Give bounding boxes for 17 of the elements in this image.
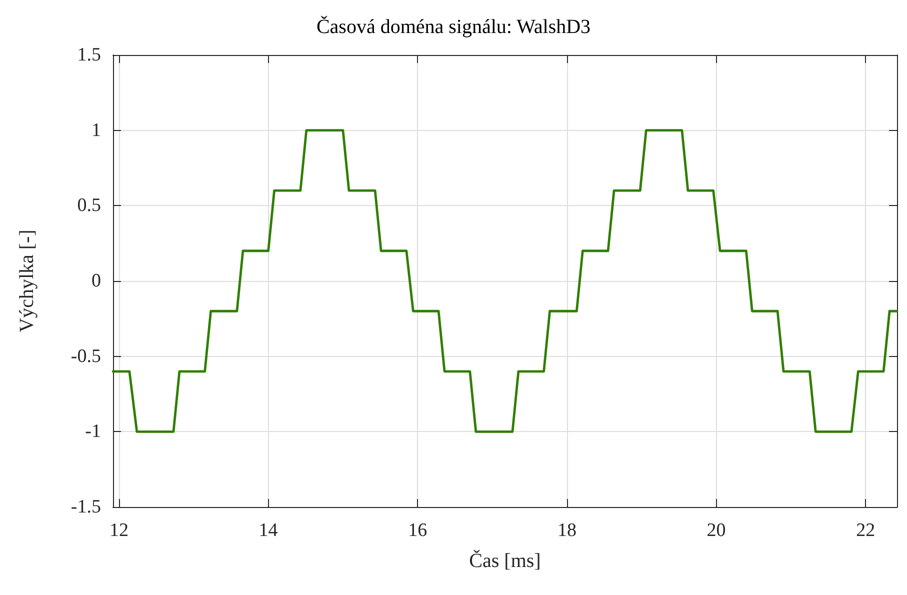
y-tick-label: -1 <box>85 421 101 442</box>
y-tick-label: 1.5 <box>77 44 101 66</box>
y-tick-label: 0.5 <box>77 195 101 216</box>
chart-title: Časová doména signálu: WalshD3 <box>316 15 591 38</box>
y-tick-label: 1 <box>92 120 101 141</box>
x-tick-label: 22 <box>856 520 876 541</box>
y-tick-label: 0 <box>92 270 101 292</box>
y-tick-label: -1.5 <box>70 496 101 518</box>
x-tick-label: 14 <box>258 520 278 541</box>
x-axis-title: Čas [ms] <box>469 549 541 572</box>
line-series <box>112 129 898 433</box>
x-tick-label: 18 <box>557 520 576 541</box>
x-tick-label: 20 <box>706 520 726 541</box>
y-axis-title: Výchylka [-] <box>16 230 38 332</box>
x-tick-label: 12 <box>109 520 128 541</box>
x-tick-label: 16 <box>408 520 428 541</box>
y-tick-label: -0.5 <box>70 346 101 367</box>
